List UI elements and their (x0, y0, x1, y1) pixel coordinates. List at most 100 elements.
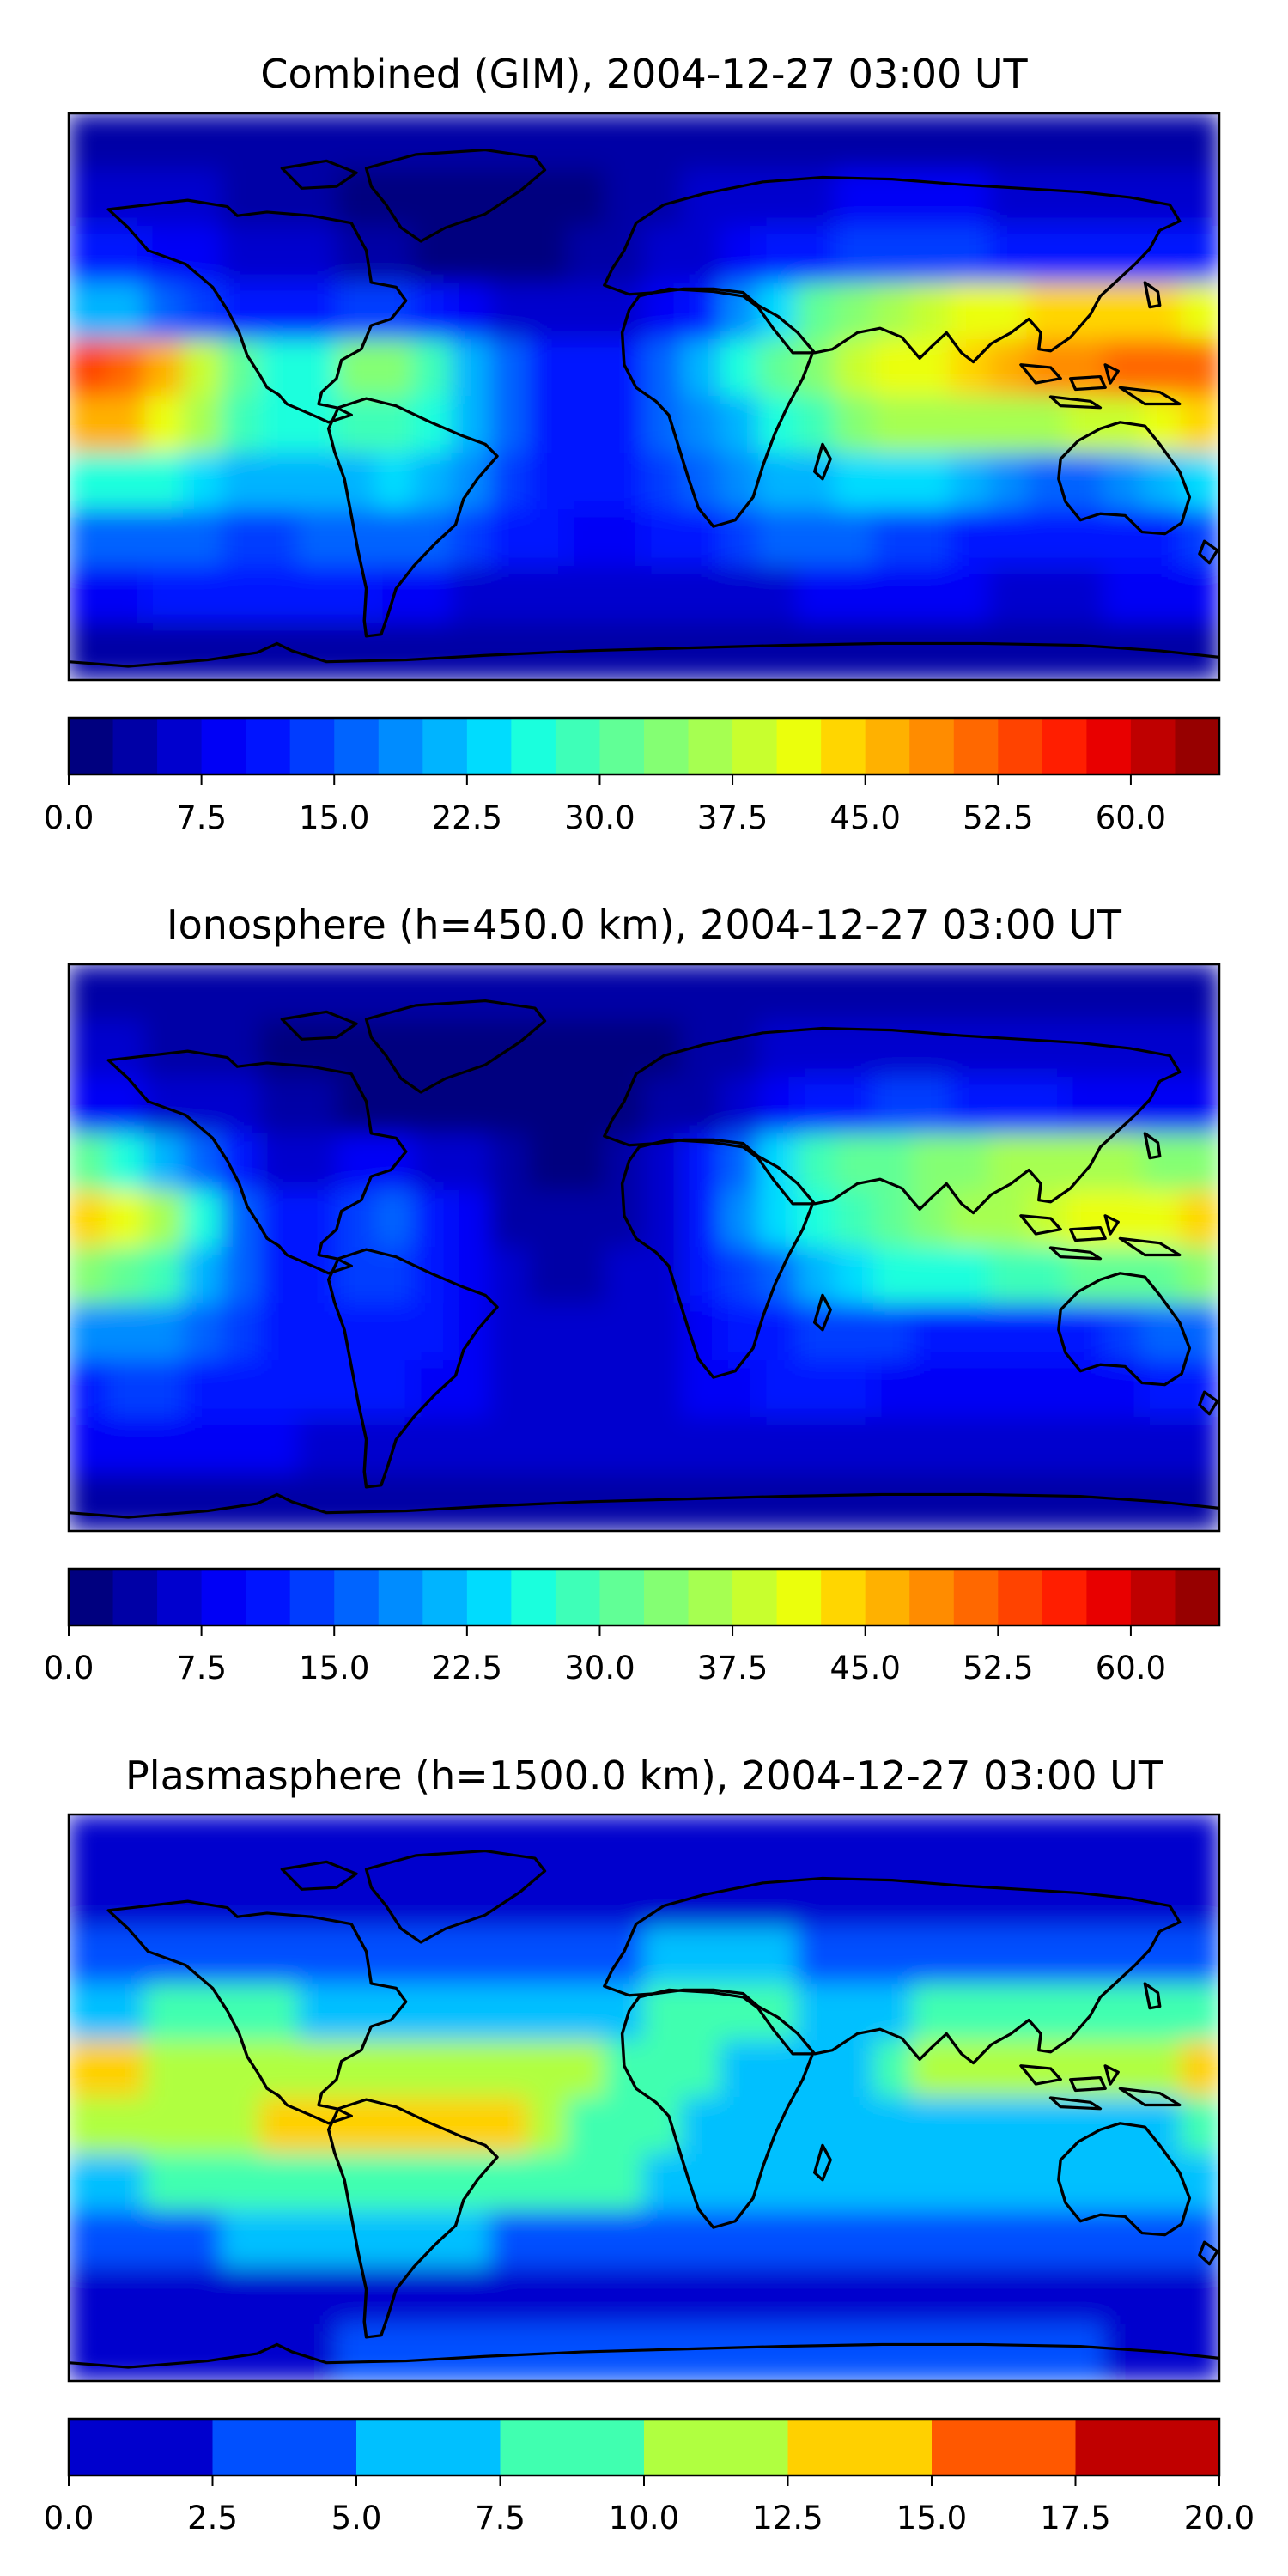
tec-cell (1180, 2324, 1219, 2381)
tec-cell (643, 623, 683, 680)
colorbar-tick-label: 7.5 (475, 2500, 526, 2537)
tec-cell (911, 2267, 952, 2325)
tec-cell (69, 339, 108, 398)
tec-cell (489, 1984, 530, 2042)
tec-cell (106, 509, 147, 568)
tec-cell (336, 1814, 377, 1872)
tec-cell (796, 964, 837, 1022)
tec-cell (1180, 283, 1219, 341)
tec-cell (69, 113, 108, 171)
colorbar-swatch (356, 2419, 501, 2476)
tec-cell (1141, 453, 1182, 511)
colorbar-tick-label: 7.5 (176, 799, 227, 836)
colorbar-swatch (732, 718, 778, 775)
tec-cell (374, 1077, 415, 1135)
colorbar-swatch (555, 718, 601, 775)
tec-cell (988, 2154, 1029, 2212)
tec-cell (835, 396, 875, 454)
tec-cell (835, 1814, 875, 1872)
tec-cell (413, 2324, 453, 2381)
tec-cell (106, 1133, 147, 1192)
tec-cell (796, 1360, 837, 1419)
tec-cell (259, 1020, 300, 1078)
tec-cell (911, 226, 952, 284)
tec-cell (528, 396, 568, 454)
tec-cell (298, 509, 338, 568)
tec-cell (413, 339, 453, 398)
tec-cell (144, 1473, 185, 1531)
tec-cell (183, 226, 223, 284)
tec-cell (221, 169, 262, 228)
colorbar-tick-label: 22.5 (432, 799, 502, 836)
tec-cell (374, 1360, 415, 1419)
tec-cell (796, 2097, 837, 2155)
tec-cell (950, 1303, 990, 1362)
tec-cell (1065, 1303, 1105, 1362)
tec-cell (950, 1077, 990, 1135)
tec-cell (988, 509, 1029, 568)
tec-cell (1103, 1303, 1144, 1362)
tec-cell (489, 2324, 530, 2381)
tec-cell (566, 2040, 607, 2099)
tec-cell (374, 1303, 415, 1362)
tec-cell (643, 1077, 683, 1135)
tec-cell (1141, 1927, 1182, 1985)
tec-cell (489, 1077, 530, 1135)
tec-cell (489, 1473, 530, 1531)
tec-cell (1141, 283, 1182, 341)
tec-cell (911, 964, 952, 1022)
tec-cell (873, 2097, 914, 2155)
tec-cell (144, 509, 185, 568)
tec-cell (374, 339, 415, 398)
tec-cell (950, 1814, 990, 1872)
tec-cell (1180, 339, 1219, 398)
tec-cell (336, 339, 377, 398)
tec-cell (835, 1247, 875, 1305)
tec-cell (489, 2154, 530, 2212)
tec-cell (259, 566, 300, 624)
tec-cell (1180, 2267, 1219, 2325)
tec-cell (720, 1814, 760, 1872)
tec-cell (489, 623, 530, 680)
tec-cell (374, 226, 415, 284)
tec-cell (911, 2097, 952, 2155)
tec-cell (566, 1927, 607, 1985)
tec-cell (988, 339, 1029, 398)
tec-cell (1026, 1927, 1067, 1985)
tec-cell (298, 1133, 338, 1192)
tec-cell (183, 566, 223, 624)
tec-cell (566, 396, 607, 454)
tec-cell (528, 226, 568, 284)
tec-cell (1026, 1133, 1067, 1192)
tec-cell (720, 2040, 760, 2099)
tec-cell (106, 226, 147, 284)
tec-cell (1180, 1360, 1219, 1419)
tec-cell (1180, 396, 1219, 454)
tec-cell (259, 1814, 300, 1872)
colorbar-swatch (732, 1569, 778, 1625)
tec-cell (221, 1077, 262, 1135)
tec-cell (911, 2324, 952, 2381)
tec-cell (183, 509, 223, 568)
map-panel-3: Plasmasphere (h=1500.0 km), 2004-12-27 0… (44, 1753, 1255, 2537)
tec-cell (69, 1984, 108, 2042)
tec-cell (1180, 566, 1219, 624)
tec-cell (528, 1190, 568, 1249)
tec-cell (336, 1190, 377, 1249)
tec-cell (144, 1190, 185, 1249)
tec-cell (796, 509, 837, 568)
tec-cell (183, 623, 223, 680)
tec-cell (106, 1473, 147, 1531)
tec-cell (106, 1927, 147, 1985)
tec-cell (183, 1870, 223, 1929)
tec-cell (69, 1190, 108, 1249)
tec-cell (720, 1303, 760, 1362)
tec-cell (259, 1927, 300, 1985)
tec-cell (106, 1020, 147, 1078)
colorbar-swatch (787, 2419, 933, 2476)
tec-cell (451, 964, 492, 1022)
tec-cell (873, 453, 914, 511)
tec-cell (911, 339, 952, 398)
tec-cell (1180, 1190, 1219, 1249)
tec-cell (1103, 1417, 1144, 1475)
